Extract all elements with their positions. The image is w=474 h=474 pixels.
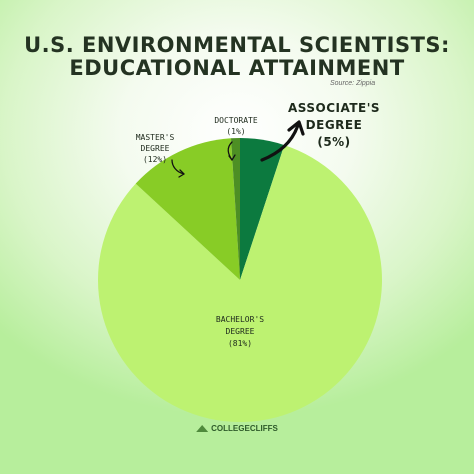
slice-label-masters-line1: MASTER'S <box>136 133 175 142</box>
slice-label-masters-line3: (12%) <box>143 155 167 164</box>
slice-label-masters-line2: DEGREE <box>141 144 170 153</box>
slice-label-associates-line2: DEGREE <box>306 118 363 132</box>
pie-slice-bachelors <box>97 145 382 422</box>
pie-slice-associates <box>240 138 285 280</box>
slice-label-bachelors-line1: BACHELOR'S <box>216 315 264 324</box>
slice-label-bachelors-line3: (81%) <box>228 339 252 348</box>
slice-label-doctorate-line1: DOCTORATE <box>214 116 258 125</box>
slice-label-doctorate-line2: (1%) <box>226 127 245 136</box>
pie-slice-doctorate <box>230 138 240 280</box>
chart-title-line1: U.S. ENVIRONMENTAL SCIENTISTS: <box>24 33 450 57</box>
associates-arrow-head <box>287 120 305 136</box>
chart-title-line2: EDUCATIONAL ATTAINMENT <box>69 56 405 80</box>
logo-text: COLLEGECLIFFS <box>211 424 278 433</box>
pie-slice-masters <box>135 138 240 280</box>
associates-arrow <box>260 123 300 162</box>
mountain-icon <box>196 425 209 432</box>
masters-arrow-head <box>178 169 185 178</box>
doctorate-arrow-head <box>228 154 236 161</box>
brand-logo: COLLEGECLIFFS <box>0 424 474 433</box>
masters-arrow <box>171 159 185 175</box>
source-note: Source: Zippia <box>330 80 376 87</box>
slice-label-bachelors-line2: DEGREE <box>226 327 255 336</box>
slice-label-associates-line3: (5%) <box>317 135 350 149</box>
slice-label-associates-line1: ASSOCIATE'S <box>288 101 380 115</box>
